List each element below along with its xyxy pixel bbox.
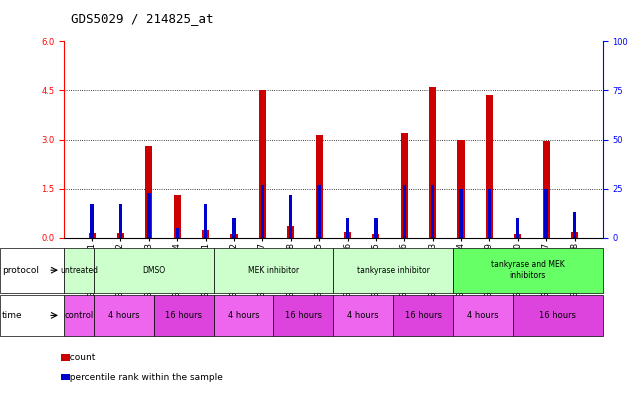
Bar — [90, 204, 94, 238]
Text: 16 hours: 16 hours — [404, 311, 442, 320]
Bar — [289, 195, 292, 238]
Bar — [542, 141, 550, 238]
Bar — [571, 232, 578, 238]
Text: 4 hours: 4 hours — [108, 311, 140, 320]
Bar — [544, 189, 548, 238]
Bar — [488, 189, 491, 238]
Bar — [176, 228, 179, 238]
Bar — [573, 212, 576, 238]
Text: GDS5029 / 214825_at: GDS5029 / 214825_at — [71, 12, 213, 25]
Bar — [231, 234, 238, 238]
Text: tankyrase inhibitor: tankyrase inhibitor — [356, 266, 429, 275]
Text: 16 hours: 16 hours — [285, 311, 322, 320]
Text: percentile rank within the sample: percentile rank within the sample — [64, 373, 223, 382]
Text: time: time — [2, 311, 22, 320]
Text: untreated: untreated — [60, 266, 98, 275]
Bar — [261, 185, 264, 238]
Text: 16 hours: 16 hours — [165, 311, 203, 320]
Text: DMSO: DMSO — [142, 266, 165, 275]
Bar — [401, 133, 408, 238]
Text: count: count — [64, 353, 96, 362]
Bar — [429, 87, 436, 238]
Bar — [146, 146, 153, 238]
Bar — [460, 189, 463, 238]
Bar — [202, 230, 209, 238]
Bar — [287, 226, 294, 238]
Bar — [119, 204, 122, 238]
Bar — [204, 204, 207, 238]
Text: 4 hours: 4 hours — [347, 311, 379, 320]
Bar — [516, 218, 519, 238]
Bar — [403, 185, 406, 238]
Bar — [431, 185, 435, 238]
Bar — [458, 140, 465, 238]
Bar — [88, 233, 96, 238]
Bar — [232, 218, 236, 238]
Bar — [315, 134, 322, 238]
Bar — [147, 193, 151, 238]
Bar — [514, 234, 521, 238]
Text: MEK inhibitor: MEK inhibitor — [248, 266, 299, 275]
Bar — [374, 218, 378, 238]
Text: 4 hours: 4 hours — [467, 311, 499, 320]
Text: tankyrase and MEK
inhibitors: tankyrase and MEK inhibitors — [491, 261, 565, 280]
Bar — [259, 90, 266, 238]
Bar — [317, 185, 321, 238]
Bar — [372, 234, 379, 238]
Bar — [344, 232, 351, 238]
Text: 4 hours: 4 hours — [228, 311, 260, 320]
Bar — [345, 218, 349, 238]
Text: control: control — [65, 311, 94, 320]
Text: 16 hours: 16 hours — [539, 311, 576, 320]
Text: protocol: protocol — [2, 266, 39, 275]
Bar — [174, 195, 181, 238]
Bar — [117, 233, 124, 238]
Bar — [486, 95, 493, 238]
